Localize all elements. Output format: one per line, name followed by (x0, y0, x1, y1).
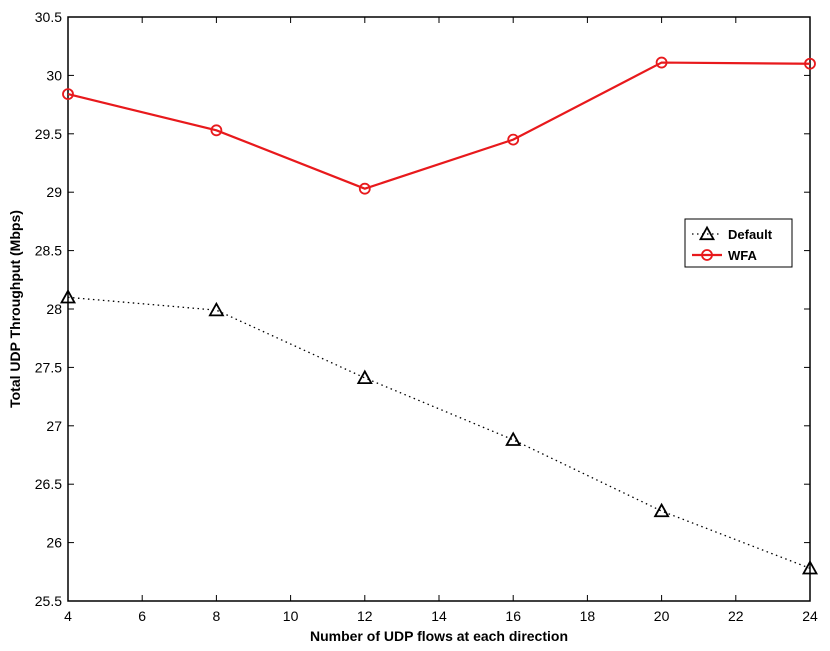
series-line-default (67, 296, 811, 569)
x-tick-label: 4 (64, 608, 72, 624)
data-point-default (505, 431, 522, 446)
y-tick-label: 26.5 (35, 476, 62, 492)
x-tick-label: 22 (728, 608, 744, 624)
plot-frame (67, 16, 811, 602)
data-point-default (356, 369, 373, 385)
legend-item-wfa: WFA (692, 248, 757, 263)
x-tick-label: 12 (357, 608, 373, 624)
series-default (59, 288, 819, 575)
legend-marker-wfa (701, 249, 713, 261)
x-axis-label: Number of UDP flows at each direction (310, 628, 568, 644)
legend-item-default: Default (692, 225, 773, 242)
data-point-default (208, 301, 225, 317)
x-tick-label: 8 (213, 608, 221, 624)
data-point-default (801, 559, 819, 575)
y-tick-label: 28 (46, 301, 62, 317)
data-point-wfa (804, 57, 816, 70)
series-wfa (62, 56, 816, 195)
y-tick-label: 27 (46, 418, 62, 434)
data-point-wfa (62, 88, 74, 100)
y-tick-label: 26 (46, 535, 62, 551)
data-point-wfa (358, 182, 371, 195)
data-point-default (653, 502, 670, 518)
y-tick-label: 30.5 (35, 9, 62, 25)
series-layer (59, 56, 819, 575)
y-tick-label: 29.5 (35, 126, 62, 142)
data-point-wfa (210, 124, 223, 137)
x-tick-label: 16 (505, 608, 521, 624)
data-point-wfa (507, 133, 520, 146)
series-line-wfa (67, 61, 811, 190)
x-tick-label: 6 (138, 608, 146, 624)
legend-label-wfa: WFA (728, 248, 757, 263)
x-tick-label: 18 (580, 608, 596, 624)
y-axis-ticks: 25.5 26 26.5 27 27.5 28 28.5 29 29.5 30 30.5 (35, 9, 810, 609)
x-tick-label: 20 (654, 608, 670, 624)
y-tick-label: 25.5 (35, 593, 62, 609)
y-tick-label: 30 (46, 67, 62, 83)
x-tick-label: 14 (431, 608, 447, 624)
y-tick-label: 28.5 (35, 243, 62, 259)
x-tick-label: 10 (283, 608, 299, 624)
y-tick-label: 27.5 (35, 359, 62, 375)
y-axis-label: Total UDP Throughput (Mbps) (7, 210, 23, 408)
x-tick-label: 24 (802, 608, 818, 624)
x-axis-ticks: 4 6 8 10 12 14 16 18 20 22 24 (64, 17, 818, 624)
data-point-default (59, 288, 77, 304)
legend: Default WFA (684, 218, 793, 268)
legend-label-default: Default (728, 227, 773, 242)
legend-items: Default WFA (692, 225, 773, 263)
legend-marker-default (698, 225, 716, 241)
data-point-wfa (655, 56, 668, 69)
y-tick-label: 29 (46, 184, 62, 200)
